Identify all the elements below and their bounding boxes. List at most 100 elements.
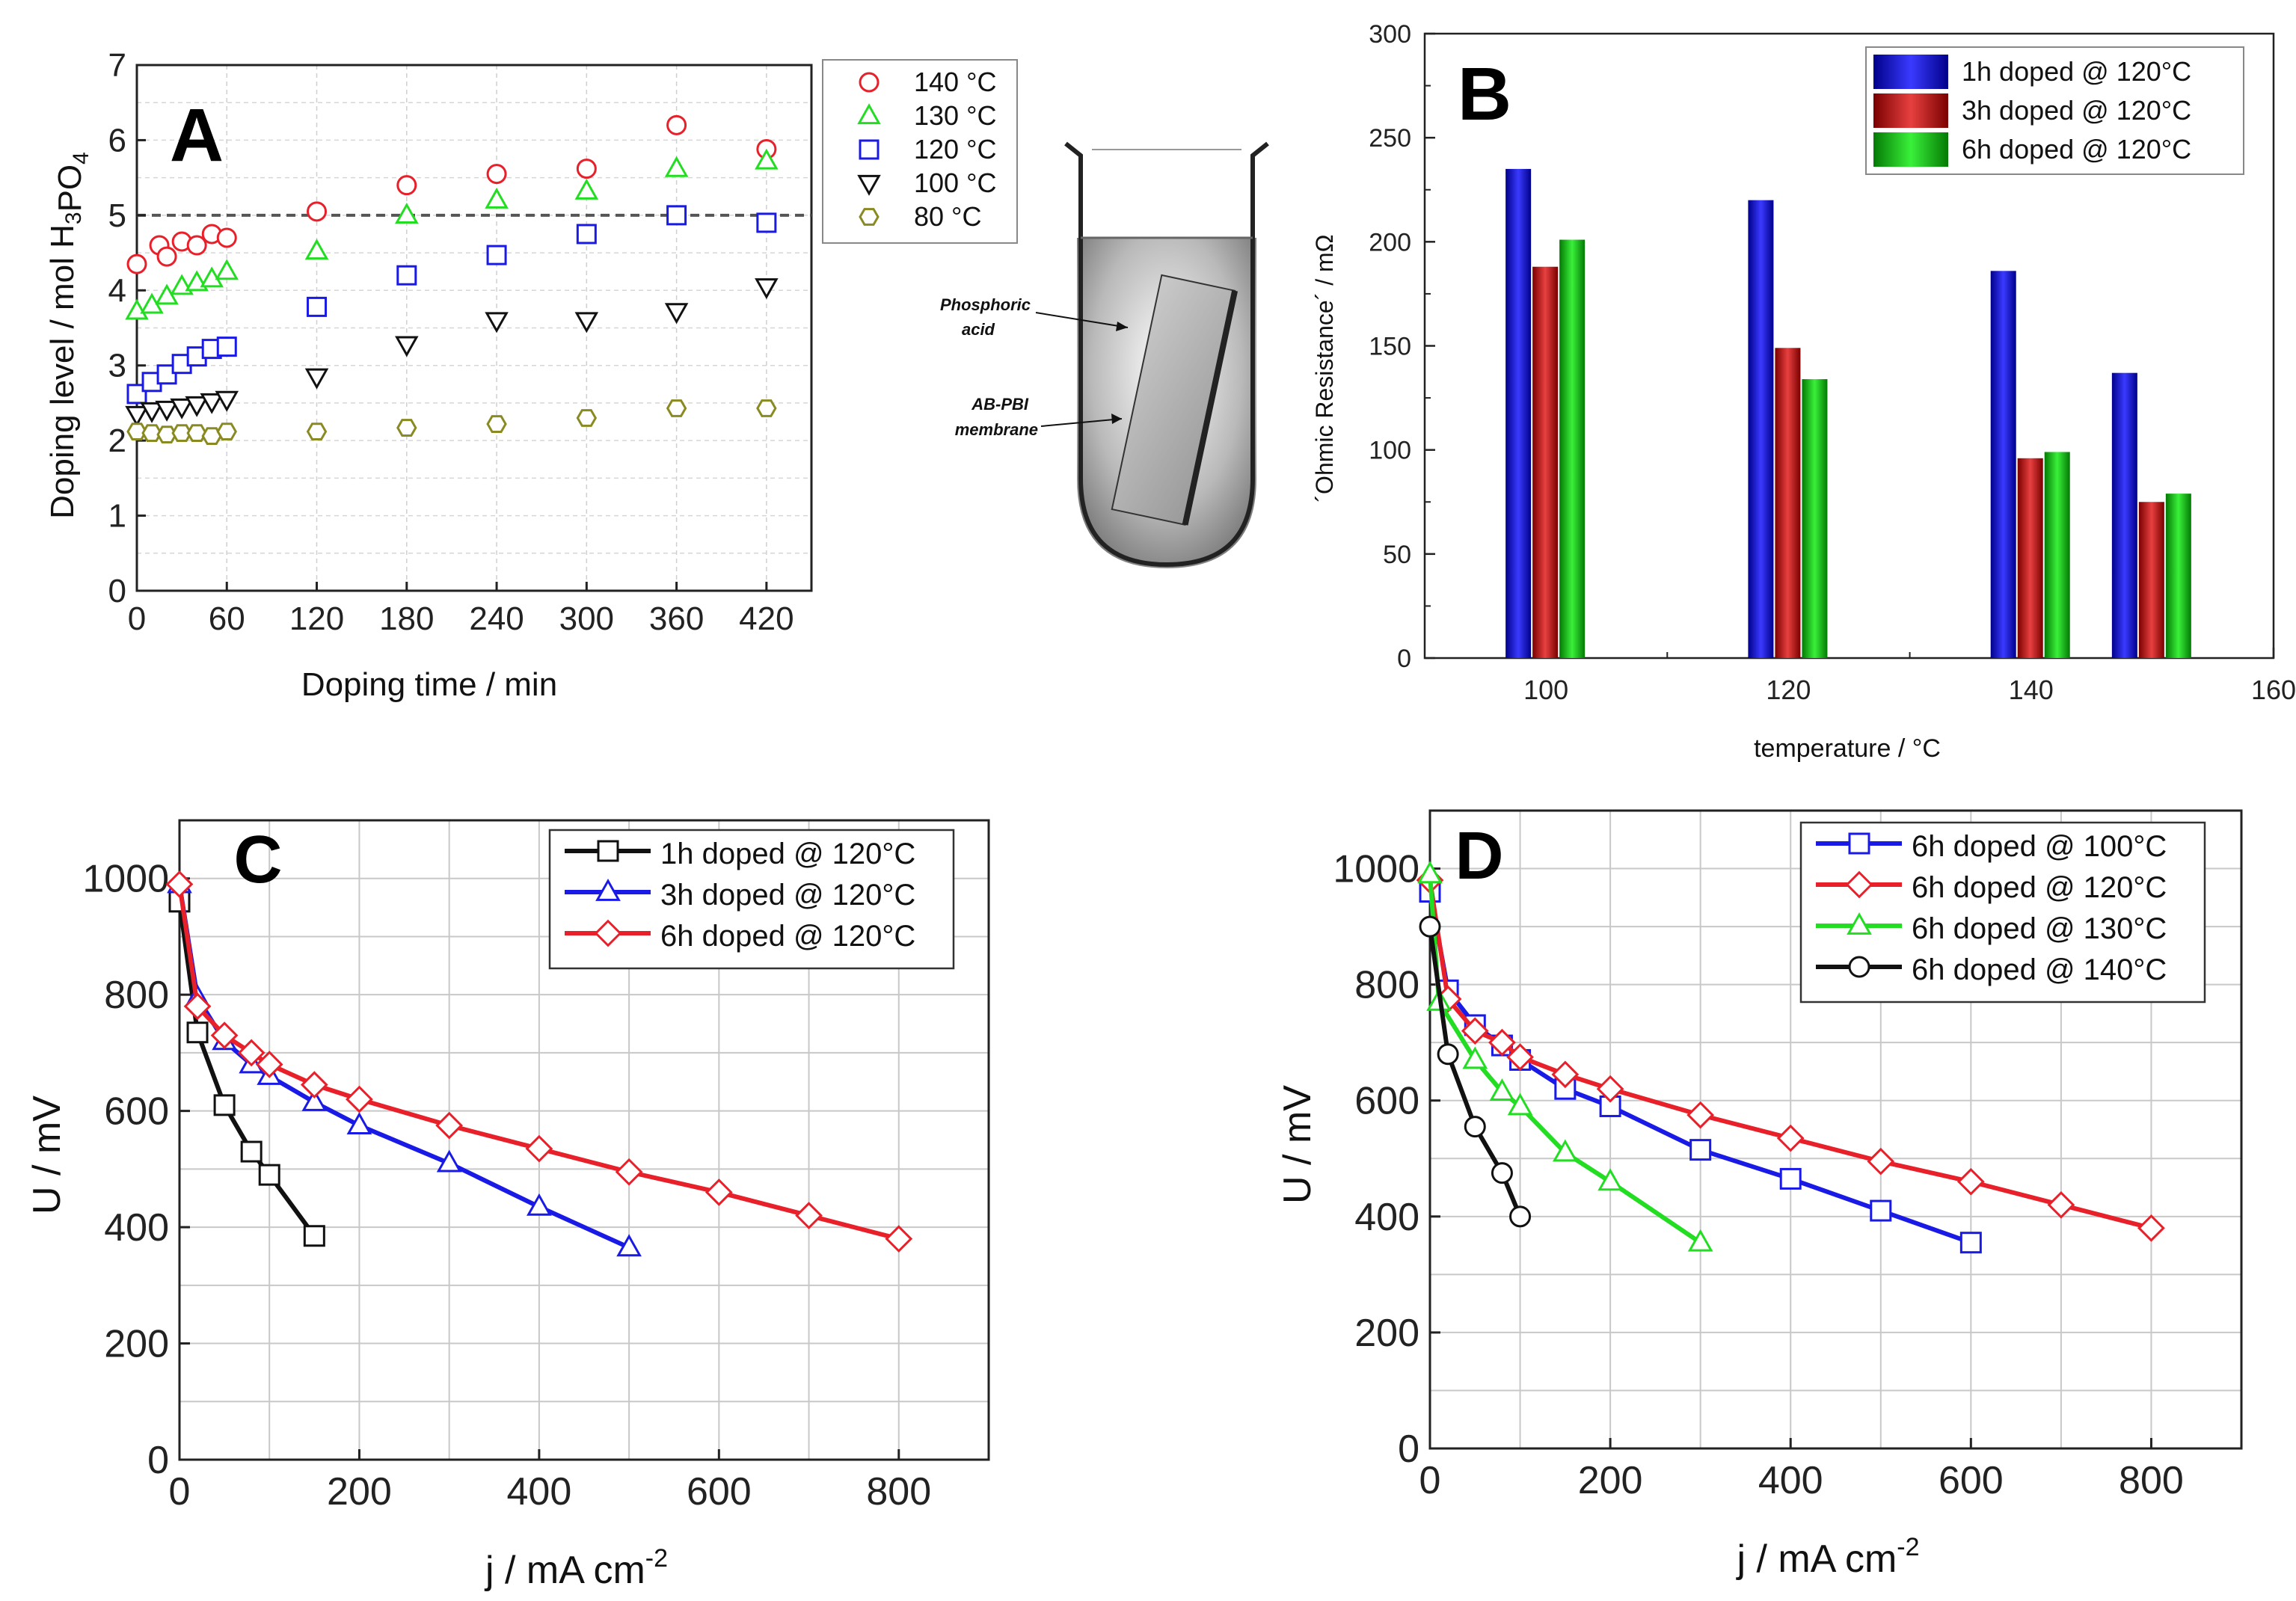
- legend-box: [822, 59, 1018, 244]
- point-130C: [485, 187, 509, 209]
- arrow-membrane: [1040, 418, 1123, 427]
- y-tick-label: 7: [108, 47, 126, 84]
- point-80C: [156, 425, 177, 444]
- y-axis-label: U / mV: [25, 1095, 69, 1214]
- point-series-3: [237, 1039, 265, 1067]
- legend-label: 80 °C: [914, 201, 981, 232]
- point-series-3: [705, 1179, 733, 1206]
- y-tick-label: 2: [108, 422, 126, 459]
- x-tick-label: 120: [289, 600, 344, 637]
- legend-marker: [1848, 832, 1870, 855]
- label-phosphoric-acid-line2: acid: [962, 320, 995, 339]
- x-axis-label: Doping time / min: [301, 666, 557, 703]
- point-80C: [201, 427, 222, 446]
- point-100C: [200, 393, 224, 414]
- point-130C: [574, 178, 599, 200]
- point-100C: [664, 303, 689, 325]
- y-tick-label: 600: [1354, 1080, 1419, 1123]
- point-series-2: [1776, 1124, 1805, 1152]
- ab-pbi-membrane: [1111, 274, 1238, 526]
- point-series-1: [1870, 1199, 1892, 1222]
- point-series-2: [2137, 1214, 2165, 1242]
- x-axis-label: j / mA cm-2: [484, 1544, 668, 1592]
- point-series-2: [1867, 1147, 1895, 1176]
- legend-label: 6h doped @ 120°C: [1912, 871, 2167, 904]
- label-membrane-line1: AB-PBI: [971, 395, 1029, 414]
- legend-marker: [1845, 870, 1873, 899]
- point-series-2: [1596, 1075, 1624, 1103]
- y-label-part: PO: [52, 165, 88, 212]
- point-80C: [576, 409, 598, 427]
- point-series-1: [1689, 1139, 1712, 1161]
- point-80C: [171, 424, 192, 442]
- point-series-1: [1779, 1167, 1802, 1190]
- point-series-2: [1956, 1167, 1985, 1196]
- point-series-3: [615, 1158, 643, 1186]
- legend-label: 1h doped @ 120°C: [660, 838, 915, 870]
- label-phosphoric-acid-line1: Phosphoric: [940, 295, 1031, 314]
- point-series-2: [527, 1193, 552, 1216]
- bar-150-2: [2138, 502, 2164, 658]
- point-series-3: [183, 992, 212, 1021]
- y-tick-label: 0: [1398, 1428, 1419, 1471]
- point-80C: [306, 422, 328, 440]
- test-tube-illustration: Phosphoric acid AB-PBI membrane: [940, 141, 1269, 568]
- legend-swatch: [1873, 132, 1948, 167]
- point-100C: [755, 278, 779, 300]
- point-100C: [215, 390, 239, 412]
- legend-label: 6h doped @ 120°C: [1962, 134, 2191, 165]
- panel-letter-c: C: [234, 823, 283, 897]
- legend-label: 6h doped @ 140°C: [1912, 953, 2167, 986]
- point-120C: [486, 245, 507, 265]
- legend-marker: [859, 72, 880, 93]
- point-series-3: [1462, 1046, 1488, 1069]
- y-tick-label: 400: [104, 1206, 169, 1250]
- point-series-3: [210, 1021, 239, 1049]
- y-axis-label: ´Ohmic Resistance´ / mΩ: [1311, 234, 1338, 502]
- bar-120-2: [1775, 348, 1801, 658]
- point-140C: [576, 159, 597, 179]
- legend-label: 6h doped @ 100°C: [1912, 830, 2167, 863]
- point-series-3: [435, 1111, 464, 1140]
- point-series-2: [301, 1088, 328, 1111]
- point-80C: [141, 424, 162, 442]
- point-series-1: [1959, 1232, 1982, 1254]
- legend-label: 3h doped @ 120°C: [660, 879, 915, 912]
- x-tick-label: 200: [327, 1470, 392, 1514]
- x-tick-label: 800: [866, 1470, 931, 1514]
- point-series-2: [1461, 1017, 1489, 1045]
- point-120C: [666, 205, 687, 226]
- x-axis-label: j / mA cm-2: [1735, 1533, 1919, 1581]
- y-tick-label: 200: [1354, 1312, 1419, 1355]
- bar-140-3: [2044, 452, 2070, 658]
- point-80C: [186, 424, 207, 442]
- x-tick-label: 400: [507, 1470, 572, 1514]
- x-label-superscript: -2: [645, 1544, 668, 1573]
- point-120C: [216, 337, 237, 357]
- point-series-2: [1506, 1043, 1534, 1071]
- legend-marker: [594, 919, 622, 947]
- arrow-acid: [1035, 312, 1129, 328]
- y-tick-label: 1000: [82, 858, 169, 901]
- y-tick-label: 50: [1383, 541, 1411, 569]
- point-120C: [126, 384, 147, 405]
- point-series-2: [1551, 1060, 1580, 1089]
- legend-marker: [857, 103, 881, 125]
- x-tick-label: 60: [209, 600, 245, 637]
- point-series-3: [255, 1051, 283, 1078]
- y-label-subscript: 4: [69, 152, 93, 165]
- point-series-2: [346, 1112, 372, 1134]
- point-series-2: [1686, 1101, 1715, 1129]
- point-series-2: [616, 1234, 642, 1257]
- x-label-text: j / mA cm: [484, 1549, 645, 1592]
- point-series-1: [186, 1021, 209, 1044]
- point-series-4: [1419, 915, 1441, 938]
- point-series-3: [1597, 1168, 1623, 1191]
- plot-frame: [135, 64, 813, 592]
- point-140C: [186, 235, 207, 256]
- point-series-2: [436, 1149, 462, 1173]
- point-120C: [576, 224, 597, 245]
- y-tick-label: 200: [104, 1323, 169, 1366]
- point-80C: [756, 399, 777, 417]
- legend-marker: [857, 174, 881, 196]
